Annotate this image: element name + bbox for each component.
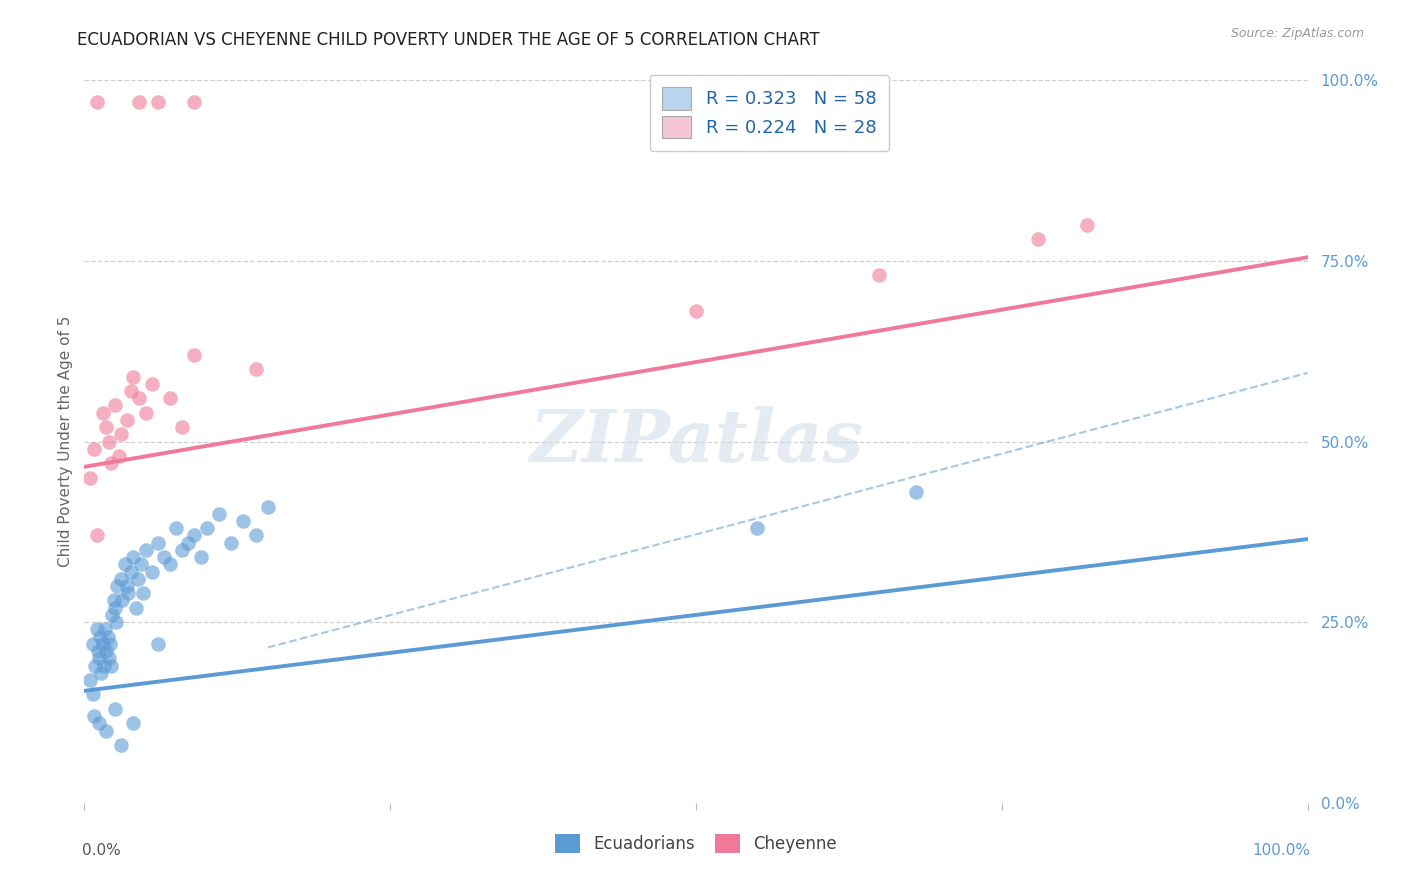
Point — [91, 406, 114, 420]
Point — [245, 362, 267, 376]
Point — [97, 630, 120, 644]
Text: Source: ZipAtlas.com: Source: ZipAtlas.com — [1230, 27, 1364, 40]
Point — [84, 658, 107, 673]
Point — [105, 615, 128, 630]
Point — [103, 593, 125, 607]
Point — [141, 376, 163, 391]
Point — [747, 521, 769, 535]
Point — [104, 600, 127, 615]
Point — [98, 637, 121, 651]
Point — [97, 434, 120, 449]
Point — [93, 658, 115, 673]
Point — [83, 442, 105, 456]
Point — [183, 348, 205, 362]
Point — [183, 95, 205, 109]
Point — [905, 485, 928, 500]
Point — [89, 630, 111, 644]
Point — [125, 600, 148, 615]
Point — [172, 420, 194, 434]
Point — [232, 514, 254, 528]
Point — [110, 427, 132, 442]
Text: 0.0%: 0.0% — [82, 843, 121, 857]
Point — [132, 586, 155, 600]
Point — [96, 723, 118, 738]
Point — [141, 565, 163, 579]
Point — [87, 644, 110, 658]
Text: ECUADORIAN VS CHEYENNE CHILD POVERTY UNDER THE AGE OF 5 CORRELATION CHART: ECUADORIAN VS CHEYENNE CHILD POVERTY UND… — [77, 31, 820, 49]
Point — [83, 709, 105, 723]
Point — [104, 702, 127, 716]
Point — [195, 521, 218, 535]
Point — [869, 268, 891, 283]
Point — [79, 470, 101, 484]
Y-axis label: Child Poverty Under the Age of 5: Child Poverty Under the Age of 5 — [58, 316, 73, 567]
Point — [114, 558, 136, 572]
Point — [245, 528, 267, 542]
Point — [146, 637, 169, 651]
Point — [96, 420, 118, 434]
Point — [87, 651, 110, 665]
Point — [122, 369, 145, 384]
Point — [190, 550, 212, 565]
Point — [183, 528, 205, 542]
Point — [685, 304, 707, 318]
Point — [87, 716, 110, 731]
Point — [177, 535, 200, 549]
Point — [120, 384, 142, 398]
Point — [129, 558, 152, 572]
Point — [97, 651, 120, 665]
Point — [135, 542, 157, 557]
Point — [100, 658, 122, 673]
Point — [122, 550, 145, 565]
Point — [111, 593, 134, 607]
Point — [208, 507, 231, 521]
Point — [146, 535, 169, 549]
Point — [172, 542, 194, 557]
Point — [127, 572, 149, 586]
Point — [159, 391, 181, 405]
Point — [219, 535, 242, 549]
Point — [146, 95, 169, 109]
Point — [91, 637, 114, 651]
Point — [82, 687, 104, 701]
Point — [153, 550, 176, 565]
Point — [79, 673, 101, 687]
Point — [122, 716, 145, 731]
Point — [117, 586, 139, 600]
Point — [82, 637, 104, 651]
Text: 100.0%: 100.0% — [1251, 843, 1310, 857]
Point — [90, 665, 112, 680]
Point — [1028, 232, 1050, 246]
Point — [86, 528, 108, 542]
Point — [107, 449, 129, 463]
Point — [100, 456, 122, 470]
Point — [96, 644, 118, 658]
Point — [86, 623, 108, 637]
Point — [120, 565, 142, 579]
Point — [86, 95, 108, 109]
Point — [128, 391, 150, 405]
Point — [159, 558, 181, 572]
Point — [104, 398, 127, 412]
Legend: Ecuadorians, Cheyenne: Ecuadorians, Cheyenne — [548, 827, 844, 860]
Point — [101, 607, 124, 622]
Point — [110, 738, 132, 752]
Point — [1076, 218, 1098, 232]
Point — [110, 572, 132, 586]
Point — [115, 579, 138, 593]
Point — [165, 521, 187, 535]
Point — [105, 579, 128, 593]
Point — [257, 500, 280, 514]
Point — [128, 95, 150, 109]
Point — [94, 623, 117, 637]
Text: ZIPatlas: ZIPatlas — [529, 406, 863, 477]
Point — [135, 406, 157, 420]
Point — [115, 413, 138, 427]
